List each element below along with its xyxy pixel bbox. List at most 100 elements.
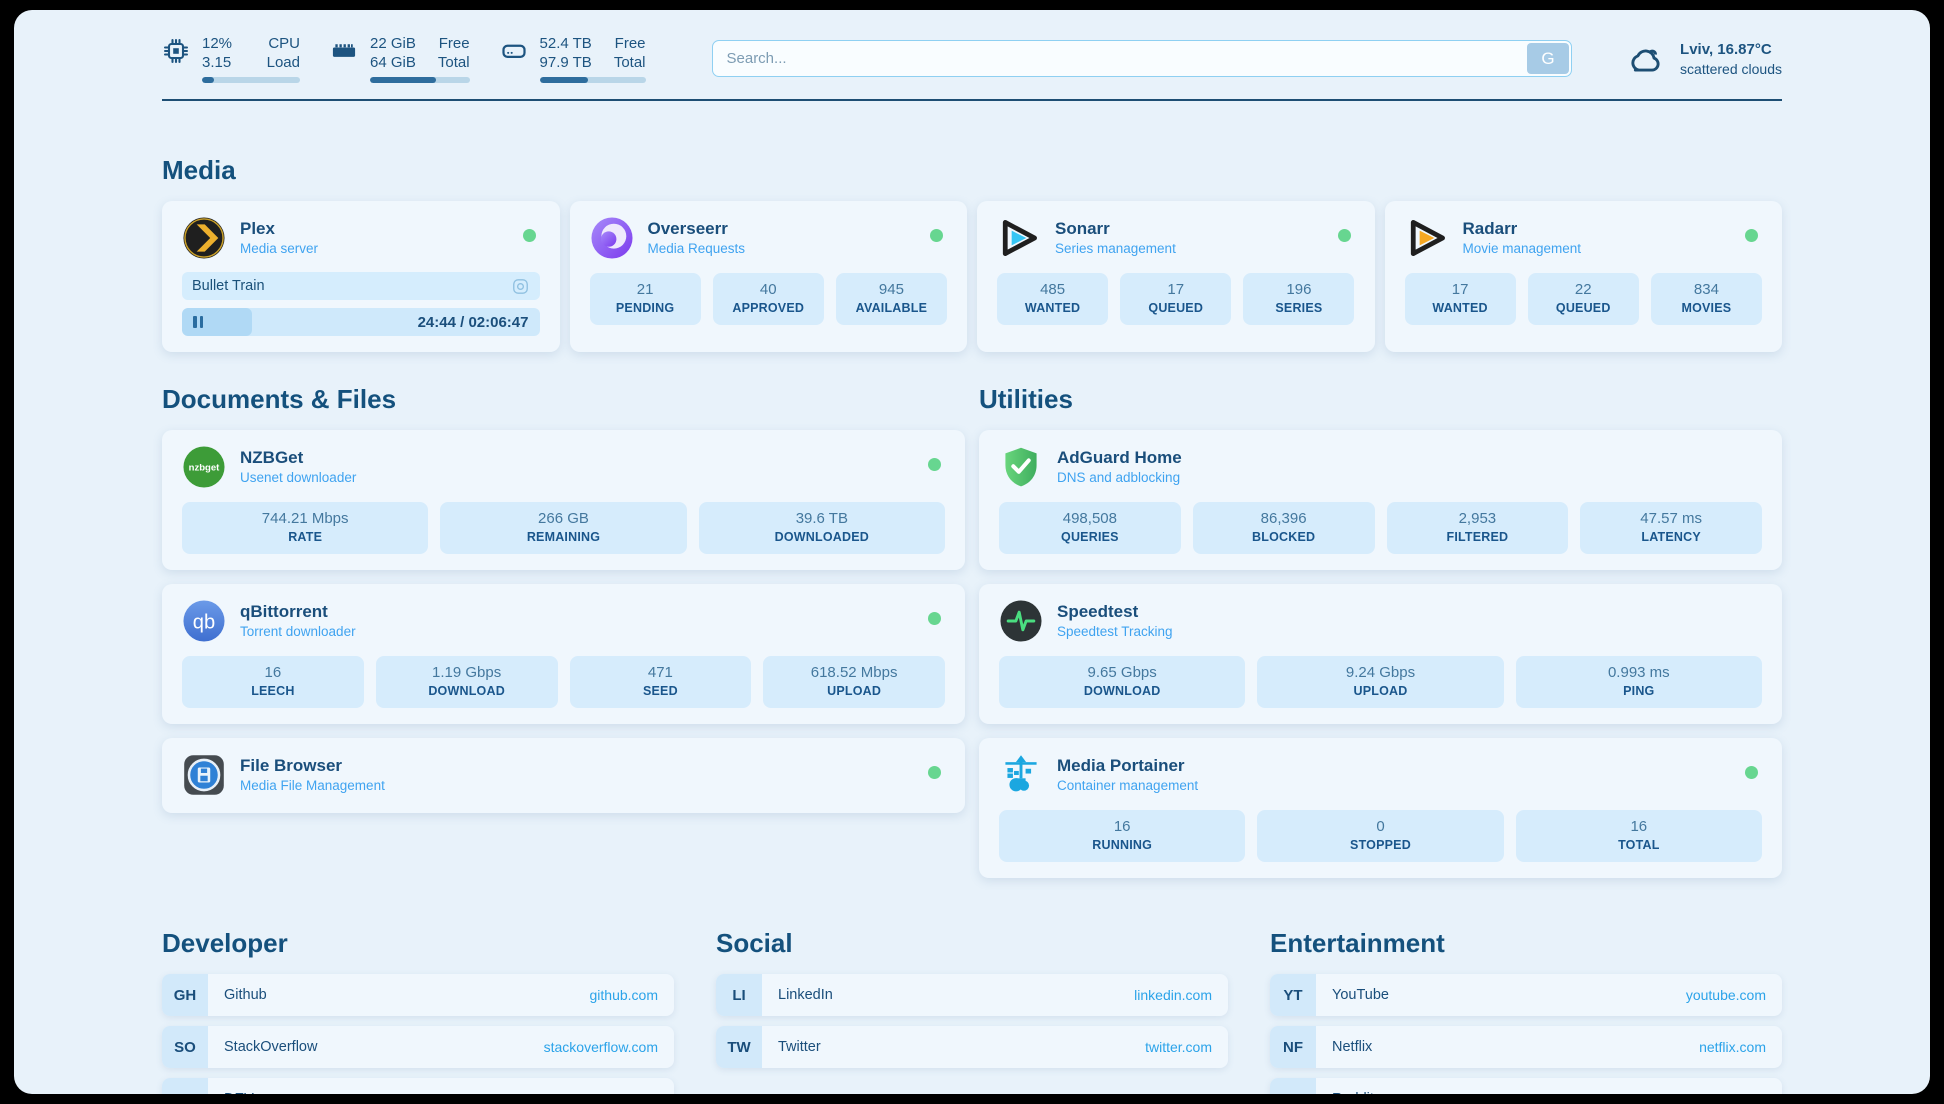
stat-upload: 9.24 Gbps UPLOAD [1257,656,1504,708]
stat-series: 196 SERIES [1243,273,1355,325]
app-title-radarr[interactable]: Radarr [1462,219,1518,238]
cpu-icon [162,37,190,83]
app-title-nzbget[interactable]: NZBGet [240,448,304,467]
app-card-speedtest[interactable]: Speedtest Speedtest Tracking 9.65 Gbps D… [979,584,1782,724]
stat-latency: 47.57 ms LATENCY [1580,502,1762,554]
adguard-icon [999,445,1043,489]
portainer-icon [999,753,1043,797]
app-card-sonarr[interactable]: Sonarr Series management 485 WANTED 17 Q… [977,201,1375,352]
bookmark-abbr-badge: NF [1270,1026,1316,1068]
app-card-nzbget[interactable]: nzbget NZBGet Usenet downloader 744. [162,430,965,570]
stat-filtered: 2,953 FILTERED [1386,502,1569,554]
app-subtitle-qbittorrent: Torrent downloader [240,624,356,639]
bookmark-abbr-badge: DT [162,1078,208,1094]
app-card-portainer[interactable]: Media Portainer Container management 16 … [979,738,1782,878]
bookmark-youtube[interactable]: YT YouTube youtube.com [1270,974,1782,1016]
now-playing-title: Bullet Train [192,278,265,294]
header-divider [162,99,1782,101]
speedtest-icon [999,599,1043,643]
bookmark-netflix[interactable]: NF Netflix netflix.com [1270,1026,1782,1068]
qbittorrent-icon: qb [182,599,226,643]
app-card-plex[interactable]: Plex Media server Bullet Train [162,201,560,352]
bookmark-abbr-badge: LI [716,974,762,1016]
weather-widget: Lviv, 16.87°C scattered clouds [1624,40,1782,78]
ram-free-value: 22 GiB [370,35,416,52]
app-subtitle-sonarr: Series management [1055,241,1176,256]
section-title-media: Media [162,155,236,185]
memory-meter: 22 GiB 64 GiB Free Total [330,34,470,83]
disk-progress-bar [539,77,646,83]
search-engine-button[interactable]: G [1527,43,1570,74]
stat-total: 16 TOTAL [1515,810,1762,862]
app-title-portainer[interactable]: Media Portainer [1057,756,1185,775]
bookmark-twitter[interactable]: TW Twitter twitter.com [716,1026,1228,1068]
app-title-qbittorrent[interactable]: qBittorrent [240,602,328,621]
section-title-entertainment: Entertainment [1270,928,1445,958]
bookmark-stackoverflow[interactable]: SO StackOverflow stackoverflow.com [162,1026,674,1068]
disk-total-value: 97.9 TB [539,54,592,71]
status-dot-plex [522,229,536,242]
app-title-adguard[interactable]: AdGuard Home [1057,448,1182,467]
cpu-load-value: 3.15 [202,54,232,71]
app-subtitle-overseerr: Media Requests [647,241,746,256]
bookmark-reddit[interactable]: RE Reddit reddit.com [1270,1078,1782,1094]
bookmark-linkedin[interactable]: LI LinkedIn linkedin.com [716,974,1228,1016]
pause-icon[interactable] [193,316,203,328]
app-title-filebrowser[interactable]: File Browser [240,756,343,775]
cpu-meter: 12% 3.15 CPU Load [162,34,300,83]
playback-progress-bar[interactable]: 24:44 / 02:06:47 [182,308,540,336]
app-title-overseerr[interactable]: Overseerr [647,219,728,238]
stat-wanted: 17 WANTED [1404,273,1516,325]
cpu-load-label: Load [266,54,300,71]
bookmark-abbr-badge: YT [1270,974,1316,1016]
app-card-adguard[interactable]: AdGuard Home DNS and adblocking 498,508 … [979,430,1782,570]
cpu-usage-value: 12% [202,35,233,52]
disk-total-label: Total [613,54,646,71]
section-title-social: Social [716,928,793,958]
section-title-developer: Developer [162,928,288,958]
app-subtitle-filebrowser: Media File Management [240,778,385,793]
app-card-overseerr[interactable]: Overseerr Media Requests 21 PENDING 40 A… [569,201,967,352]
status-dot-overseerr [930,229,943,242]
disk-meter: 52.4 TB 97.9 TB Free Total [500,34,646,83]
stat-movies: 834 MOVIES [1650,273,1762,325]
section-title-utilities: Utilities [979,384,1073,414]
search-input[interactable] [712,50,1528,67]
ram-free-label: Free [438,35,470,52]
status-dot-filebrowser [928,766,941,779]
bookmark-dev[interactable]: DT DEV dev.to [162,1078,674,1094]
app-subtitle-adguard: DNS and adblocking [1057,470,1181,485]
app-subtitle-speedtest: Speedtest Tracking [1057,624,1173,639]
search-bar: G [711,40,1573,77]
plex-icon [182,216,226,260]
app-card-filebrowser[interactable]: File Browser Media File Management [162,738,965,813]
ram-total-label: Total [437,54,470,71]
stat-queued: 17 QUEUED [1120,273,1232,325]
weather-condition: scattered clouds [1680,60,1782,77]
section-title-documents: Documents & Files [162,384,397,414]
app-subtitle-nzbget: Usenet downloader [240,470,357,485]
app-title-speedtest[interactable]: Speedtest [1057,602,1139,621]
overseerr-icon [590,216,634,260]
stat-queries: 498,508 QUERIES [999,502,1181,554]
app-card-qbittorrent[interactable]: qb qBittorrent Torrent downloader 16 [162,584,965,724]
status-dot-portainer [1745,766,1758,779]
stat-ping: 0.993 ms PING [1515,656,1762,708]
cpu-progress-bar [202,77,300,83]
stat-blocked: 86,396 BLOCKED [1192,502,1375,554]
nzbget-icon: nzbget [182,445,226,489]
bookmark-github[interactable]: GH Github github.com [162,974,674,1016]
app-title-plex[interactable]: Plex [240,219,275,238]
app-card-radarr[interactable]: Radarr Movie management 17 WANTED 22 QUE… [1384,201,1782,352]
radarr-icon [1405,216,1449,260]
now-playing-view-icon[interactable] [511,277,530,296]
app-title-sonarr[interactable]: Sonarr [1055,219,1110,238]
stat-stopped: 0 STOPPED [1257,810,1504,862]
stat-remaining: 266 GB REMAINING [440,502,687,554]
stat-queued: 22 QUEUED [1527,273,1639,325]
hard-drive-icon [500,37,528,83]
stat-running: 16 RUNNING [999,810,1246,862]
app-subtitle-radarr: Movie management [1462,241,1582,256]
ram-total-value: 64 GiB [370,54,416,71]
sonarr-icon [997,216,1041,260]
